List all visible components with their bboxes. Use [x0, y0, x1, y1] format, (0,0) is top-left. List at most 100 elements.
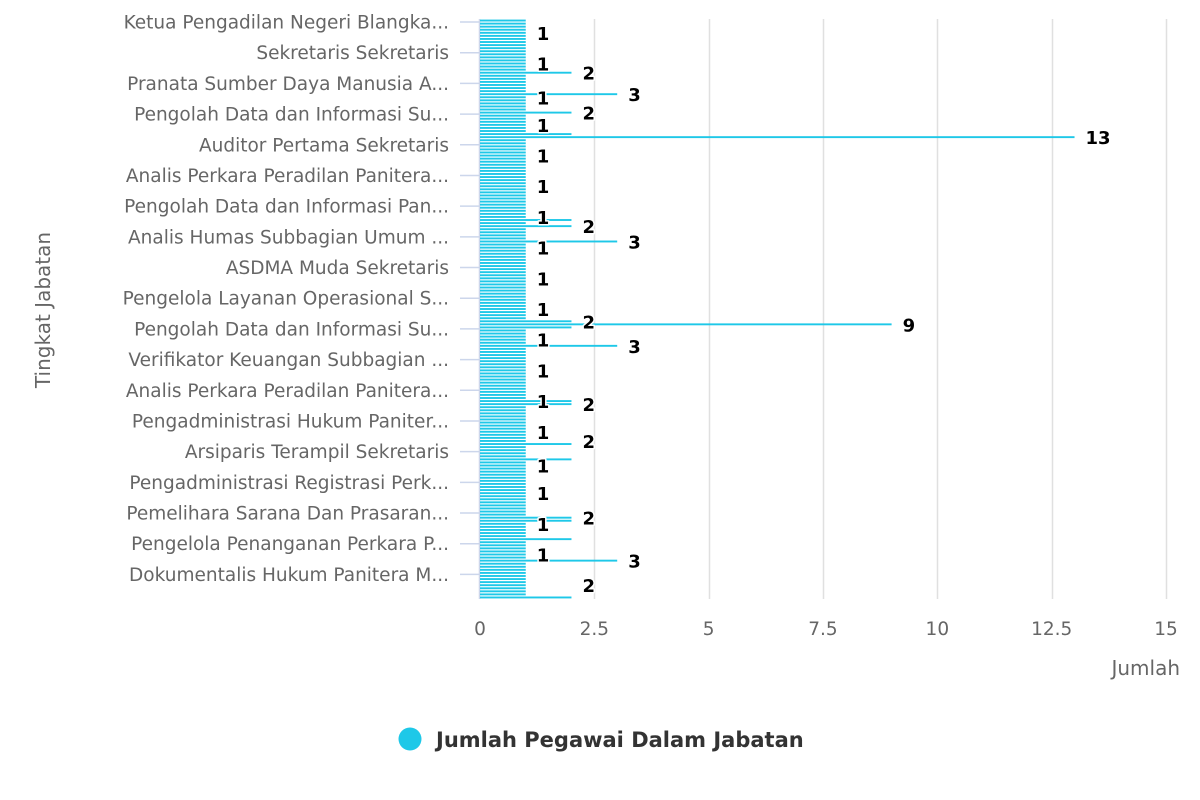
bar[interactable]: [480, 547, 526, 550]
bar[interactable]: [480, 510, 526, 513]
bar[interactable]: [480, 197, 526, 200]
bar[interactable]: [480, 77, 526, 80]
bar[interactable]: [480, 593, 526, 596]
bar[interactable]: [480, 486, 526, 488]
bar[interactable]: [480, 130, 526, 132]
bar[interactable]: [480, 283, 526, 286]
bar[interactable]: [480, 206, 526, 209]
bar[interactable]: [480, 507, 526, 510]
bar[interactable]: [480, 489, 526, 492]
bar[interactable]: [480, 93, 618, 96]
bar[interactable]: [480, 409, 526, 412]
bar[interactable]: [480, 237, 526, 240]
bar[interactable]: [480, 501, 526, 504]
bar[interactable]: [480, 541, 526, 544]
bar[interactable]: [480, 28, 526, 31]
bar[interactable]: [480, 99, 526, 102]
bar[interactable]: [480, 25, 526, 28]
bar[interactable]: [480, 65, 526, 68]
bar[interactable]: [480, 538, 572, 541]
bar[interactable]: [480, 467, 526, 470]
bar[interactable]: [480, 415, 526, 418]
bar[interactable]: [480, 292, 526, 295]
bar[interactable]: [480, 102, 526, 105]
bar[interactable]: [480, 145, 526, 148]
bar[interactable]: [480, 96, 526, 99]
bar[interactable]: [480, 440, 526, 442]
bar[interactable]: [480, 139, 526, 142]
bar[interactable]: [480, 222, 526, 225]
bar[interactable]: [480, 59, 526, 62]
bar[interactable]: [480, 347, 526, 350]
bar[interactable]: [480, 344, 618, 347]
bar[interactable]: [480, 397, 526, 399]
bar[interactable]: [480, 80, 526, 83]
bar[interactable]: [480, 381, 526, 384]
bar[interactable]: [480, 443, 572, 445]
bar[interactable]: [480, 412, 526, 415]
bar[interactable]: [480, 461, 526, 464]
bar[interactable]: [480, 289, 526, 292]
bar[interactable]: [480, 513, 526, 516]
bar[interactable]: [480, 455, 526, 458]
bar[interactable]: [480, 550, 526, 553]
bar[interactable]: [480, 191, 526, 194]
bar[interactable]: [480, 280, 526, 283]
bar[interactable]: [480, 123, 526, 126]
bar[interactable]: [480, 225, 572, 228]
bar[interactable]: [480, 108, 526, 111]
bar[interactable]: [480, 212, 526, 215]
bar[interactable]: [480, 418, 526, 421]
bar[interactable]: [480, 384, 526, 387]
legend-symbol[interactable]: [398, 727, 422, 751]
bar[interactable]: [480, 126, 526, 129]
bar[interactable]: [480, 169, 526, 172]
bar[interactable]: [480, 304, 526, 307]
bar[interactable]: [480, 532, 526, 534]
bar[interactable]: [480, 590, 526, 593]
bar[interactable]: [480, 424, 526, 427]
bar[interactable]: [480, 194, 526, 197]
bar[interactable]: [480, 47, 526, 50]
bar[interactable]: [480, 338, 526, 341]
bar[interactable]: [480, 427, 526, 430]
legend[interactable]: Jumlah Pegawai Dalam Jabatan: [398, 727, 804, 753]
bar[interactable]: [480, 492, 526, 495]
bar[interactable]: [480, 522, 526, 525]
bar[interactable]: [480, 565, 526, 568]
bar[interactable]: [480, 258, 526, 261]
bar[interactable]: [480, 249, 526, 252]
bar[interactable]: [480, 354, 526, 356]
bar[interactable]: [480, 452, 526, 455]
bar[interactable]: [480, 535, 526, 538]
bar[interactable]: [480, 200, 526, 203]
bar[interactable]: [480, 369, 526, 372]
bar[interactable]: [480, 277, 526, 280]
bar[interactable]: [480, 274, 526, 277]
bar[interactable]: [480, 390, 526, 393]
bar[interactable]: [480, 596, 572, 599]
bar[interactable]: [480, 430, 526, 433]
bar[interactable]: [480, 22, 526, 25]
legend-item-label[interactable]: Jumlah Pegawai Dalam Jabatan: [434, 728, 804, 752]
bar[interactable]: [480, 173, 526, 175]
bar[interactable]: [480, 562, 526, 565]
bar[interactable]: [480, 587, 526, 590]
bar[interactable]: [480, 476, 526, 479]
bar[interactable]: [480, 436, 526, 439]
bar[interactable]: [480, 157, 526, 160]
bar[interactable]: [480, 90, 526, 93]
bar[interactable]: [480, 234, 526, 237]
bar[interactable]: [480, 498, 526, 501]
bar[interactable]: [480, 44, 526, 47]
bar[interactable]: [480, 71, 572, 74]
bar[interactable]: [480, 400, 572, 403]
bar[interactable]: [480, 525, 526, 528]
bar[interactable]: [480, 553, 526, 556]
bar[interactable]: [480, 360, 526, 363]
bar[interactable]: [480, 185, 526, 188]
bar[interactable]: [480, 240, 618, 243]
bar[interactable]: [480, 114, 526, 117]
bar[interactable]: [480, 160, 526, 163]
bar[interactable]: [480, 556, 526, 559]
